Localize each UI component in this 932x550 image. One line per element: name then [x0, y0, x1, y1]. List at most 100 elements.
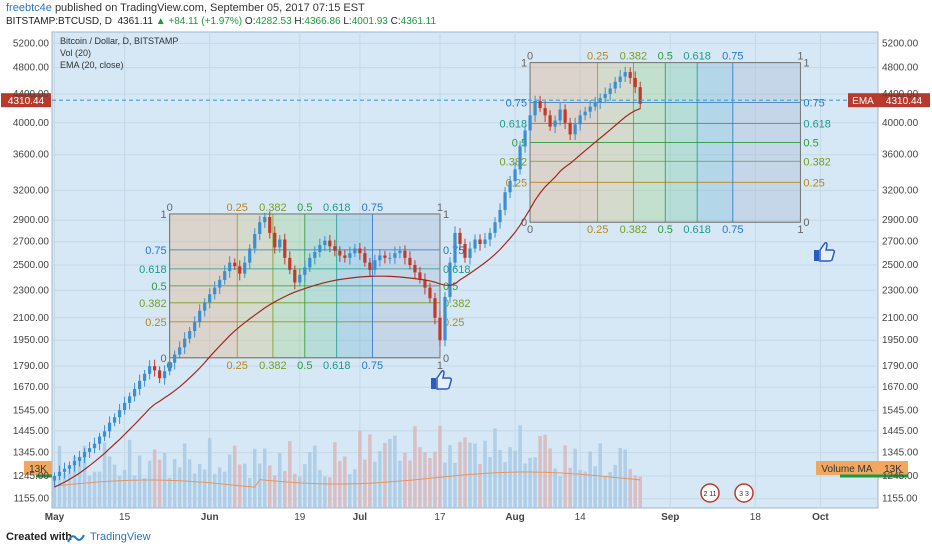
fib-price-label-left: 0.382 — [139, 298, 167, 310]
candle-body — [308, 257, 312, 268]
candle — [428, 282, 432, 303]
candle — [523, 125, 527, 153]
candle — [573, 117, 577, 141]
tradingview-logo-icon — [67, 534, 85, 543]
volume-bar — [72, 456, 77, 508]
candle — [248, 244, 252, 270]
y-tick-label-right: 4400.00 — [882, 89, 919, 100]
candle-body — [57, 471, 62, 476]
y-tick-label-right: 1245.00 — [882, 471, 919, 482]
fib-price-label-left: 1 — [161, 209, 167, 221]
event-badge[interactable]: 3 3 — [734, 483, 754, 503]
high-value: 4366.86 — [304, 16, 341, 27]
fib-price-label-left: 0.618 — [500, 119, 528, 131]
candle — [223, 265, 227, 285]
volume-bar — [353, 469, 357, 508]
candle-body — [168, 362, 172, 372]
candle — [473, 234, 477, 253]
volume-bar — [453, 462, 457, 508]
plot-area[interactable] — [51, 31, 879, 509]
candle-body — [508, 181, 512, 193]
volume-bar — [528, 457, 532, 508]
close-label: C: — [390, 16, 401, 27]
candle-body — [97, 436, 102, 444]
tradingview-brand-link[interactable]: TradingView — [90, 531, 151, 543]
candle-body — [127, 396, 132, 403]
current-price-tag — [1, 93, 51, 108]
author-link[interactable]: freebtc4e — [6, 2, 52, 14]
candle — [278, 235, 282, 253]
candle — [178, 341, 182, 359]
candle-body — [448, 262, 452, 297]
fib-price-label-right: 0 — [803, 217, 809, 229]
candle — [263, 212, 267, 228]
volume-bar — [393, 435, 397, 508]
candle-body — [623, 72, 627, 77]
candle-body — [238, 266, 242, 274]
published-text: published on TradingView.com, September … — [54, 2, 365, 14]
candle — [338, 246, 342, 262]
fib-time-label-bottom: 0.618 — [683, 224, 711, 236]
fib-time-label-top: 0 — [167, 202, 173, 214]
y-tick-label-right: 4800.00 — [882, 63, 919, 74]
thumbs-up-icon[interactable] — [431, 370, 453, 390]
fib-time-label-bottom: 0.5 — [658, 224, 673, 236]
low-value: 4001.93 — [351, 16, 388, 27]
candle-body — [388, 257, 392, 259]
candle — [102, 425, 107, 442]
volume-bar — [558, 476, 562, 508]
candle-body — [208, 294, 212, 303]
fib-price-label-right: 0.382 — [803, 156, 831, 168]
candle-body — [438, 317, 442, 341]
volume-bar — [633, 475, 637, 508]
fib-time-label-bottom: 1 — [797, 224, 803, 236]
candle-body — [403, 250, 407, 258]
candle — [458, 227, 462, 251]
candle-body — [148, 366, 152, 374]
fib-price-label-right: 0.5 — [803, 137, 818, 149]
x-tick-label: 18 — [750, 512, 762, 523]
volume-bar — [132, 475, 137, 508]
thumbs-up-icon-cuff — [431, 378, 436, 389]
y-tick-label-right: 2100.00 — [882, 313, 919, 324]
candle — [87, 442, 92, 459]
candle — [418, 266, 422, 284]
candle — [92, 437, 97, 454]
open-label: O: — [244, 16, 256, 27]
price-chart[interactable]: 00000.250.250.250.250.3820.3820.3820.382… — [0, 30, 932, 525]
thumbs-up-icon[interactable] — [814, 242, 836, 262]
fib-retracement-box[interactable]: 00000.250.250.250.250.3820.3820.3820.382… — [139, 202, 470, 372]
y-tick-label-right: 1155.00 — [882, 494, 918, 505]
volume-bar — [478, 464, 482, 508]
event-badge[interactable]: 2 11 — [700, 483, 720, 503]
chart-legend: Bitcoin / Dollar, D, BITSTAMP Vol (20) E… — [60, 36, 178, 70]
candle — [153, 359, 157, 377]
volume-bar — [333, 442, 337, 508]
candle-body — [573, 124, 577, 135]
volume-bar — [222, 471, 227, 508]
volume-bar — [608, 471, 612, 508]
volume-bar — [498, 450, 502, 508]
candle-body — [548, 115, 552, 127]
candle-body — [102, 431, 107, 437]
candle-body — [183, 338, 187, 348]
volume-bar — [483, 440, 487, 508]
candle-body — [263, 217, 267, 223]
x-tick-label: Sep — [661, 512, 679, 523]
candle — [408, 251, 412, 270]
candle-body — [563, 109, 567, 123]
candle — [328, 235, 332, 253]
candle-body — [318, 245, 322, 252]
candle — [193, 316, 197, 338]
y-tick-label-left: 1345.00 — [13, 448, 50, 459]
volume-bar — [152, 449, 157, 508]
candle-body — [383, 255, 387, 258]
candle-body — [343, 255, 347, 258]
fib-time-label-bottom: 0.618 — [323, 360, 351, 372]
legend-title: Bitcoin / Dollar, D, BITSTAMP — [60, 36, 178, 46]
candle — [117, 403, 122, 424]
candle — [623, 66, 627, 82]
candle-body — [433, 298, 437, 318]
candle — [588, 100, 592, 119]
